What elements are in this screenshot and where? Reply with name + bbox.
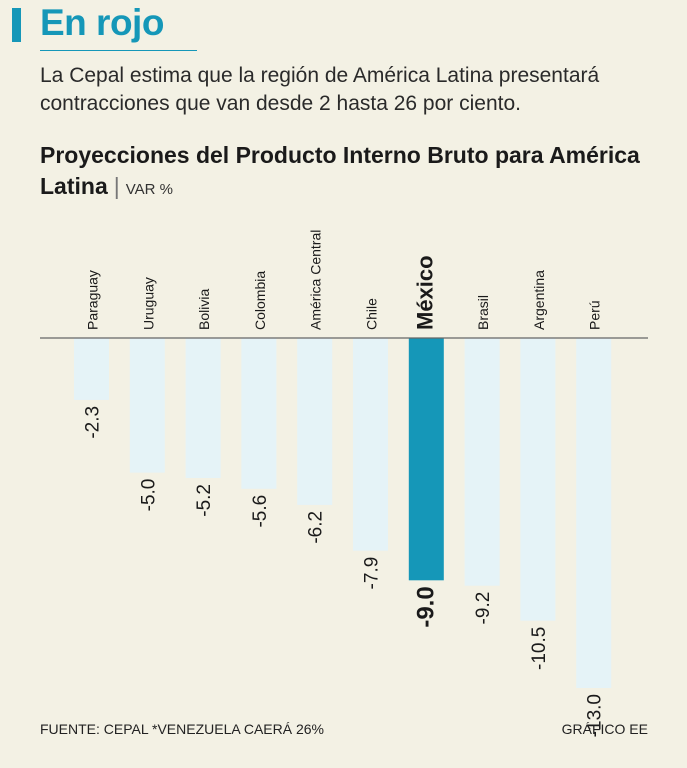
value-label-bolivia: -5.2 bbox=[194, 484, 215, 517]
bar-mexico bbox=[408, 338, 444, 581]
graphic-credit: GRÁFICO EE bbox=[561, 721, 648, 737]
bar-paraguay bbox=[74, 338, 109, 400]
bar-colombia bbox=[241, 338, 277, 489]
value-label-chile: -7.9 bbox=[362, 557, 383, 590]
chart-title: Proyecciones del Producto Interno Bruto … bbox=[40, 140, 680, 205]
headline: En rojo bbox=[40, 2, 164, 43]
bar-brasil bbox=[464, 338, 500, 586]
value-label-colombia: -5.6 bbox=[250, 495, 271, 528]
value-label-america-central: -6.2 bbox=[306, 511, 327, 544]
subtitle: La Cepal estima que la región de América… bbox=[40, 64, 600, 115]
chart-title-text: Proyecciones del Producto Interno Bruto … bbox=[40, 142, 640, 199]
value-label-mexico: -9.0 bbox=[412, 586, 439, 627]
category-label-argentina: Argentina bbox=[531, 270, 547, 330]
category-label-peru: Perú bbox=[587, 300, 603, 330]
value-label-paraguay: -2.3 bbox=[83, 406, 104, 439]
category-labels-layer: Paraguay Uruguay Bolivia Colombia América Ce… bbox=[85, 230, 603, 330]
accent-bar bbox=[12, 8, 21, 42]
value-label-argentina: -10.5 bbox=[529, 627, 550, 670]
source-note: FUENTE: CEPAL *VENEZUELA CAERÁ 26% bbox=[40, 721, 324, 737]
value-labels-layer: -2.3 -5.0 -5.2 -5.6 -6.2 -7.9 -9.0 -9.2 -10.5 -13… bbox=[83, 406, 606, 737]
bar-uruguay bbox=[129, 338, 165, 473]
category-label-colombia: Colombia bbox=[252, 271, 268, 330]
title-separator: | bbox=[113, 173, 120, 199]
category-label-uruguay: Uruguay bbox=[140, 277, 156, 330]
bar-bolivia bbox=[185, 338, 221, 478]
bar-chile bbox=[353, 338, 388, 551]
bars-layer bbox=[74, 338, 612, 688]
chart-unit: VAR % bbox=[125, 181, 173, 198]
headline-underline bbox=[40, 50, 197, 51]
value-label-uruguay: -5.0 bbox=[138, 479, 159, 512]
bar-peru bbox=[576, 338, 612, 688]
category-label-america-central: América Central bbox=[308, 230, 324, 330]
bar-america-central bbox=[297, 338, 333, 505]
bar-argentina bbox=[520, 338, 556, 621]
category-label-mexico: México bbox=[412, 255, 437, 330]
category-label-chile: Chile bbox=[364, 298, 380, 330]
category-label-bolivia: Bolivia bbox=[196, 289, 212, 330]
value-label-peru: -13.0 bbox=[585, 694, 606, 737]
category-label-paraguay: Paraguay bbox=[85, 270, 101, 330]
value-label-brasil: -9.2 bbox=[473, 592, 494, 625]
category-label-brasil: Brasil bbox=[475, 295, 491, 330]
